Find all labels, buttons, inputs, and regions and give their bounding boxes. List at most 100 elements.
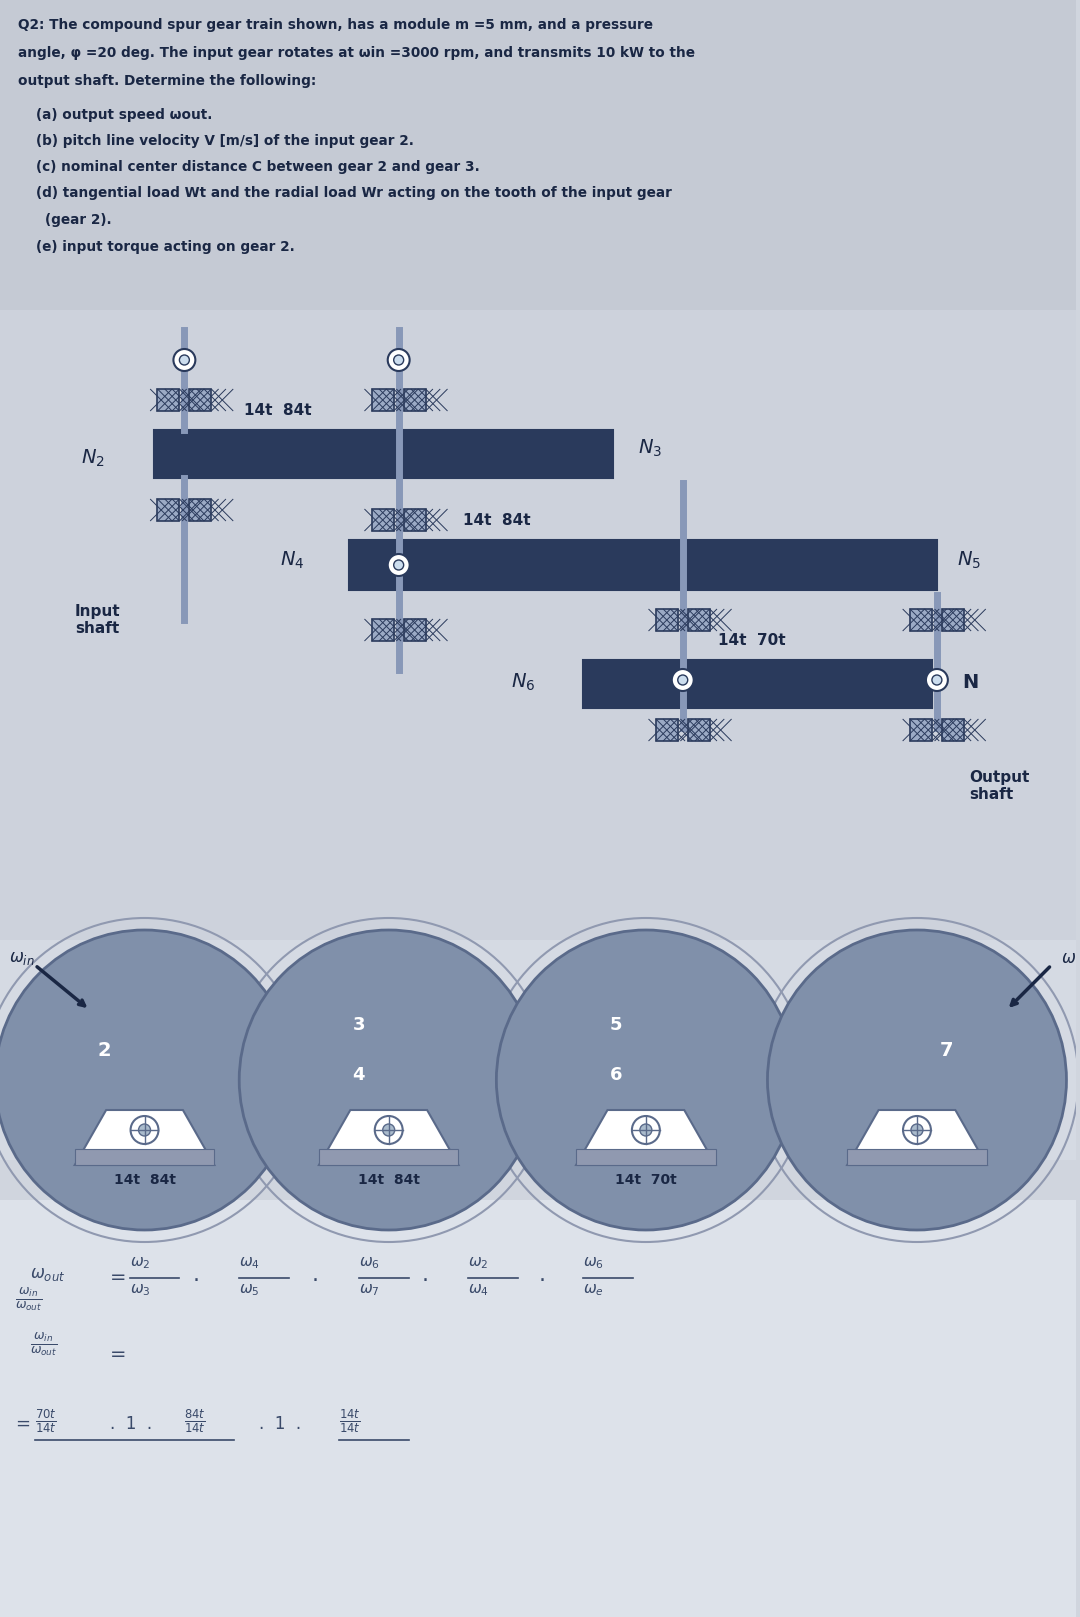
Circle shape <box>932 674 942 686</box>
Bar <box>0 0 1077 310</box>
Circle shape <box>375 1116 403 1143</box>
Text: 3: 3 <box>352 1015 365 1033</box>
Text: $\omega_4$: $\omega_4$ <box>239 1255 260 1271</box>
Bar <box>910 610 932 631</box>
Bar <box>910 720 932 741</box>
Circle shape <box>672 669 693 690</box>
Circle shape <box>174 349 195 370</box>
Text: =: = <box>110 1268 126 1287</box>
Text: (c) nominal center distance C between gear 2 and gear 3.: (c) nominal center distance C between ge… <box>36 160 480 175</box>
Circle shape <box>632 1116 660 1143</box>
Text: 14t  84t: 14t 84t <box>357 1172 420 1187</box>
Bar <box>656 720 678 741</box>
Text: $\omega_5$: $\omega_5$ <box>239 1282 259 1298</box>
Text: $\omega_4$: $\omega_4$ <box>469 1282 489 1298</box>
Circle shape <box>639 1124 652 1137</box>
Text: $\omega_2$: $\omega_2$ <box>469 1255 489 1271</box>
Bar <box>404 390 426 411</box>
Circle shape <box>903 1116 931 1143</box>
Bar <box>372 509 394 530</box>
Text: output shaft. Determine the following:: output shaft. Determine the following: <box>18 74 316 87</box>
Circle shape <box>394 356 404 365</box>
Bar <box>576 1150 716 1164</box>
Bar <box>349 540 936 590</box>
Text: 14t  70t: 14t 70t <box>717 632 785 648</box>
Text: (e) input torque acting on gear 2.: (e) input torque acting on gear 2. <box>36 239 295 254</box>
Text: 5: 5 <box>610 1015 622 1033</box>
Text: 14t  84t: 14t 84t <box>113 1172 176 1187</box>
Bar <box>319 1150 459 1164</box>
Text: .: . <box>312 1264 319 1286</box>
Text: 4: 4 <box>352 1066 365 1083</box>
Bar <box>0 1200 1077 1617</box>
Text: (a) output speed ωout.: (a) output speed ωout. <box>36 108 213 121</box>
Circle shape <box>497 930 795 1231</box>
Text: .: . <box>421 1264 429 1286</box>
Text: $\omega_7$: $\omega_7$ <box>359 1282 379 1298</box>
Text: $\omega_6$: $\omega_6$ <box>359 1255 380 1271</box>
Text: .: . <box>538 1264 545 1286</box>
Bar <box>75 1150 214 1164</box>
Circle shape <box>394 559 404 571</box>
Polygon shape <box>847 1109 987 1164</box>
Bar <box>404 619 426 640</box>
Text: $\omega_{out}$: $\omega_{out}$ <box>30 1264 65 1282</box>
Bar <box>158 500 179 521</box>
Text: N: N <box>962 673 978 692</box>
Text: $\omega_6$: $\omega_6$ <box>583 1255 604 1271</box>
Polygon shape <box>75 1109 214 1164</box>
Bar <box>0 939 1077 1159</box>
Circle shape <box>768 930 1066 1231</box>
Text: 14t  84t: 14t 84t <box>244 403 312 419</box>
Text: 6: 6 <box>610 1066 622 1083</box>
Text: .  1  .: . 1 . <box>110 1415 152 1433</box>
Text: 14t  84t: 14t 84t <box>463 513 531 529</box>
Text: =: = <box>110 1345 126 1365</box>
Text: $\frac{84t}{14t}$: $\frac{84t}{14t}$ <box>185 1408 206 1436</box>
Bar <box>942 720 963 741</box>
Polygon shape <box>319 1109 459 1164</box>
Bar <box>688 720 710 741</box>
Text: 2: 2 <box>98 1040 111 1059</box>
Text: (b) pitch line velocity V [m/s] of the input gear 2.: (b) pitch line velocity V [m/s] of the i… <box>36 134 414 149</box>
Text: $\omega$: $\omega$ <box>1062 949 1077 967</box>
Text: $\omega_{in}$: $\omega_{in}$ <box>9 949 35 967</box>
Bar <box>942 610 963 631</box>
Bar <box>656 610 678 631</box>
Circle shape <box>138 1124 150 1137</box>
Text: (d) tangential load Wt and the radial load Wr acting on the tooth of the input g: (d) tangential load Wt and the radial lo… <box>36 186 672 201</box>
Circle shape <box>0 930 294 1231</box>
Bar <box>404 509 426 530</box>
Text: $N_4$: $N_4$ <box>280 550 303 571</box>
Bar <box>372 619 394 640</box>
Polygon shape <box>576 1109 716 1164</box>
Text: Output
shaft: Output shaft <box>969 770 1029 802</box>
Bar <box>189 500 212 521</box>
Circle shape <box>912 1124 923 1137</box>
Bar <box>189 390 212 411</box>
Text: $N_2$: $N_2$ <box>81 448 105 469</box>
Circle shape <box>382 1124 394 1137</box>
Text: $\frac{14t}{14t}$: $\frac{14t}{14t}$ <box>339 1408 361 1436</box>
Text: $N_5$: $N_5$ <box>957 550 981 571</box>
Circle shape <box>131 1116 159 1143</box>
Text: =: = <box>15 1415 30 1433</box>
Circle shape <box>179 356 189 365</box>
Bar <box>583 660 932 708</box>
Text: $\omega_2$: $\omega_2$ <box>130 1255 150 1271</box>
Text: Input
shaft: Input shaft <box>75 603 120 635</box>
Bar <box>158 390 179 411</box>
Circle shape <box>239 930 538 1231</box>
Text: 7: 7 <box>940 1040 954 1059</box>
Text: $\omega_3$: $\omega_3$ <box>130 1282 150 1298</box>
Text: $\frac{\omega_{in}}{\omega_{out}}$: $\frac{\omega_{in}}{\omega_{out}}$ <box>15 1286 42 1313</box>
Bar <box>372 390 394 411</box>
Circle shape <box>388 555 409 576</box>
Circle shape <box>926 669 948 690</box>
Text: .  1  .: . 1 . <box>259 1415 301 1433</box>
Bar <box>847 1150 987 1164</box>
Text: angle, φ =20 deg. The input gear rotates at ωin =3000 rpm, and transmits 10 kW t: angle, φ =20 deg. The input gear rotates… <box>18 45 694 60</box>
Circle shape <box>678 674 688 686</box>
Text: $N_3$: $N_3$ <box>638 437 662 459</box>
Circle shape <box>388 349 409 370</box>
